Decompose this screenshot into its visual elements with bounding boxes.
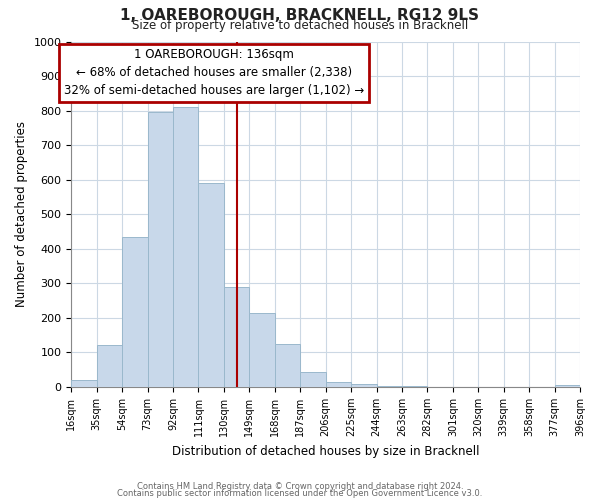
Bar bbox=[224, 287, 250, 387]
Bar bbox=[148, 112, 173, 387]
Text: Size of property relative to detached houses in Bracknell: Size of property relative to detached ho… bbox=[132, 19, 468, 32]
Bar bbox=[351, 384, 377, 387]
Bar bbox=[300, 372, 326, 387]
X-axis label: Distribution of detached houses by size in Bracknell: Distribution of detached houses by size … bbox=[172, 444, 479, 458]
Bar bbox=[554, 385, 580, 387]
Text: 1 OAREBOROUGH: 136sqm
← 68% of detached houses are smaller (2,338)
32% of semi-d: 1 OAREBOROUGH: 136sqm ← 68% of detached … bbox=[64, 48, 364, 98]
Bar bbox=[122, 236, 148, 387]
Bar bbox=[199, 183, 224, 387]
Bar bbox=[377, 386, 402, 387]
Bar bbox=[71, 380, 97, 387]
Bar bbox=[173, 107, 199, 387]
Bar bbox=[402, 386, 427, 387]
Bar bbox=[97, 346, 122, 387]
Bar bbox=[326, 382, 351, 387]
Text: Contains public sector information licensed under the Open Government Licence v3: Contains public sector information licen… bbox=[118, 489, 482, 498]
Bar bbox=[250, 312, 275, 387]
Bar bbox=[275, 344, 300, 387]
Text: Contains HM Land Registry data © Crown copyright and database right 2024.: Contains HM Land Registry data © Crown c… bbox=[137, 482, 463, 491]
Y-axis label: Number of detached properties: Number of detached properties bbox=[15, 121, 28, 307]
Text: 1, OAREBOROUGH, BRACKNELL, RG12 9LS: 1, OAREBOROUGH, BRACKNELL, RG12 9LS bbox=[121, 8, 479, 22]
